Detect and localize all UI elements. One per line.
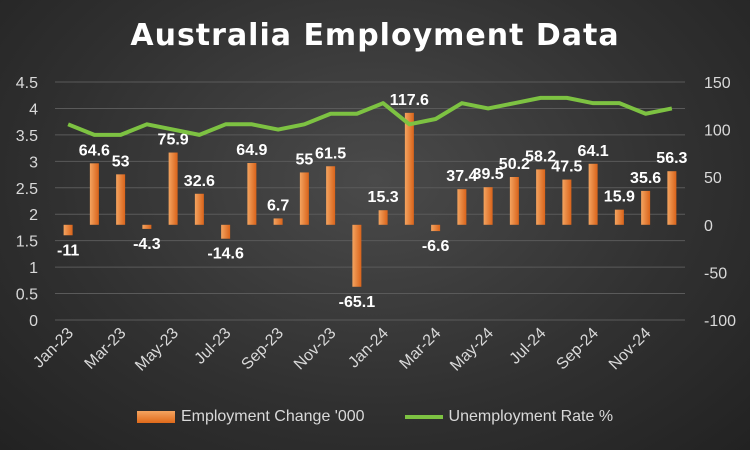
bar: [588, 163, 598, 225]
bar: [667, 171, 677, 225]
bar: [641, 190, 651, 225]
x-axis-tick: Nov-23: [291, 325, 340, 374]
bar: [116, 174, 126, 225]
x-axis-tick: Jul-23: [192, 325, 235, 368]
x-axis-tick: Mar-23: [82, 325, 130, 373]
data-label: 53: [112, 153, 130, 170]
bar: [194, 193, 204, 225]
bar: [247, 163, 257, 225]
x-axis-tick: May-24: [447, 325, 497, 375]
data-label: 35.6: [630, 170, 661, 187]
bar: [142, 224, 152, 229]
left-axis-tick: 4.5: [16, 75, 38, 92]
bar: [483, 187, 493, 225]
bar: [273, 218, 283, 225]
data-label: 47.5: [551, 159, 582, 176]
data-label: -65.1: [339, 294, 376, 311]
bar: [431, 224, 441, 232]
bar: [221, 224, 231, 239]
data-label: 61.5: [315, 145, 346, 162]
bar: [168, 152, 178, 225]
right-axis-tick: 0: [704, 218, 713, 235]
left-axis-tick: 4: [29, 101, 38, 118]
data-label: 75.9: [158, 132, 189, 149]
bar: [326, 166, 336, 225]
data-label: 56.3: [656, 150, 687, 167]
bar: [457, 189, 467, 225]
data-label: 50.2: [499, 156, 530, 173]
x-axis-tick: Jul-24: [507, 325, 550, 368]
left-axis-tick: 1: [29, 260, 38, 277]
right-axis-tick: 50: [704, 170, 722, 187]
data-label: 55: [295, 151, 313, 168]
bar: [299, 172, 309, 225]
data-label: -4.3: [133, 236, 161, 253]
data-label: 64.9: [236, 142, 267, 159]
right-axis-tick: -50: [704, 265, 727, 282]
bar: [63, 224, 73, 236]
bar: [352, 224, 362, 287]
right-axis-tick: 100: [704, 123, 731, 140]
legend-label: Employment Change '000: [180, 408, 365, 425]
data-label: -11: [57, 242, 79, 259]
data-label: 64.6: [79, 142, 110, 159]
data-label: 32.6: [184, 173, 215, 190]
bar: [378, 210, 388, 225]
right-axis-tick: -100: [704, 313, 736, 330]
data-label: 64.1: [578, 143, 609, 160]
left-axis-tick: 3: [29, 154, 38, 171]
bar: [536, 169, 546, 225]
legend-item-employment: Employment Change '000: [136, 408, 365, 426]
left-axis-tick: 3.5: [16, 128, 38, 145]
data-label: 15.3: [368, 189, 399, 206]
data-label: -14.6: [207, 246, 244, 263]
bar: [509, 177, 519, 225]
legend-swatch-line: [404, 415, 443, 419]
data-label: 58.2: [525, 148, 556, 165]
x-axis-tick: Jan-23: [30, 325, 77, 372]
data-label: 117.6: [390, 92, 429, 109]
right-axis-tick: 150: [704, 75, 731, 92]
bar: [404, 112, 414, 225]
x-axis-tick: Mar-24: [397, 325, 445, 373]
x-axis-tick: Sep-23: [238, 325, 287, 374]
left-axis-tick: 2.5: [16, 181, 38, 198]
data-label: -6.6: [422, 238, 450, 255]
bar: [562, 179, 572, 225]
x-axis-tick: May-23: [132, 325, 182, 375]
data-label: 37.4: [446, 168, 477, 185]
unemployment-line: [67, 95, 673, 137]
left-axis-tick: 2: [29, 207, 38, 224]
left-axis-tick: 0: [29, 313, 38, 330]
x-axis-tick: Jan-24: [345, 325, 392, 372]
legend: Employment Change '000 Unemployment Rate…: [0, 408, 750, 426]
bar: [89, 163, 99, 225]
legend-label: Unemployment Rate %: [448, 408, 614, 425]
x-axis-tick: Nov-24: [606, 325, 655, 374]
left-axis-tick: 0.5: [16, 287, 38, 304]
data-label: 15.9: [604, 189, 635, 206]
legend-swatch-bar: [136, 411, 175, 423]
left-axis-tick: 1.5: [16, 234, 38, 251]
data-label: 39.5: [473, 166, 504, 183]
data-label: 6.7: [267, 197, 289, 214]
legend-item-unemployment: Unemployment Rate %: [404, 408, 614, 426]
chart-title: Australia Employment Data: [130, 18, 620, 53]
x-axis-tick: Sep-24: [553, 325, 602, 374]
bar: [614, 209, 624, 225]
